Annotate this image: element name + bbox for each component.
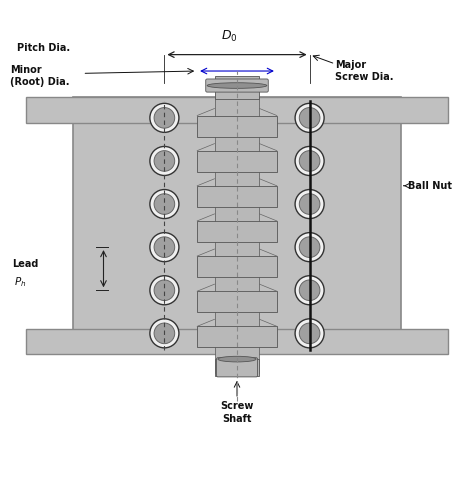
Ellipse shape [207, 83, 267, 89]
Circle shape [295, 104, 324, 133]
Bar [197, 291, 277, 312]
Circle shape [154, 323, 175, 344]
Circle shape [154, 280, 175, 301]
Circle shape [299, 194, 320, 214]
Bar [26, 329, 448, 354]
Circle shape [299, 323, 320, 344]
Circle shape [150, 319, 179, 348]
Bar [197, 116, 277, 136]
Text: $P_h$: $P_h$ [15, 275, 27, 289]
Circle shape [295, 233, 324, 262]
FancyBboxPatch shape [206, 79, 268, 92]
Circle shape [295, 319, 324, 348]
Bar [197, 326, 277, 348]
Bar [197, 221, 277, 242]
Text: Minor
(Root) Dia.: Minor (Root) Dia. [10, 64, 69, 87]
Text: $D_0$: $D_0$ [220, 29, 237, 45]
Text: Pitch Dia.: Pitch Dia. [17, 43, 70, 53]
Text: Major
Screw Dia.: Major Screw Dia. [336, 60, 394, 82]
Bar [215, 76, 259, 99]
Bar [197, 186, 277, 207]
Bar [26, 97, 448, 122]
Bar [215, 97, 259, 373]
Circle shape [295, 190, 324, 219]
Circle shape [299, 107, 320, 128]
Circle shape [299, 280, 320, 301]
Circle shape [295, 276, 324, 305]
Circle shape [150, 147, 179, 176]
Circle shape [150, 276, 179, 305]
Bar [197, 151, 277, 172]
Circle shape [150, 190, 179, 219]
Circle shape [154, 237, 175, 257]
Circle shape [295, 147, 324, 176]
Circle shape [150, 104, 179, 133]
FancyBboxPatch shape [217, 358, 257, 377]
Circle shape [150, 233, 179, 262]
Circle shape [299, 151, 320, 171]
Bar [197, 256, 277, 277]
Text: Ball Nut: Ball Nut [408, 181, 452, 191]
Text: Screw
Shaft: Screw Shaft [220, 401, 254, 424]
Ellipse shape [218, 356, 256, 362]
Bar [73, 97, 401, 354]
Circle shape [154, 194, 175, 214]
Circle shape [299, 237, 320, 257]
Circle shape [154, 107, 175, 128]
Circle shape [154, 151, 175, 171]
Bar [215, 359, 259, 376]
Text: Lead: Lead [12, 259, 38, 269]
